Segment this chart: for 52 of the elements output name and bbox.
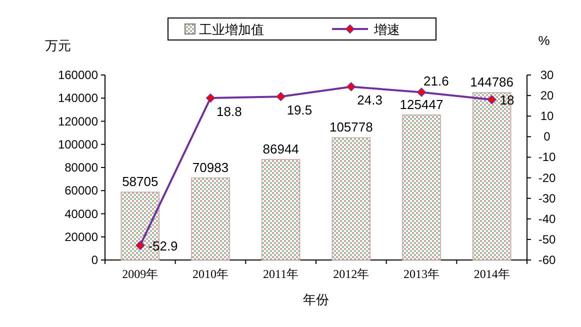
point — [136, 240, 145, 250]
y2-axis-title: % — [538, 33, 550, 48]
x-tick-label: 2011年 — [263, 267, 299, 281]
y-tick-label: 160000 — [58, 68, 98, 82]
point — [487, 95, 496, 104]
y2-tick-label: -10 — [538, 150, 556, 164]
y2-tick-label: 20 — [540, 88, 554, 103]
y-axis-title: 万元 — [45, 38, 71, 53]
bar — [191, 178, 230, 260]
y-tick-label: 20000 — [64, 230, 98, 244]
y2-tick-label: -20 — [538, 170, 556, 185]
y2-tick-label: 0 — [544, 130, 551, 144]
y2-tick-label: -30 — [538, 191, 556, 206]
legend-label: 工业增加值 — [199, 22, 264, 37]
data-label: 58705 — [122, 174, 158, 190]
y2-tick-label: 30 — [540, 68, 554, 82]
x-tick-label: 2012年 — [333, 267, 370, 281]
x-axis-title: 年份 — [303, 292, 329, 307]
y-tick-label: 60000 — [64, 184, 98, 198]
bar — [332, 137, 371, 260]
point — [346, 82, 356, 92]
y-tick-label: 140000 — [58, 91, 98, 106]
y-tick-label: 120000 — [58, 114, 98, 128]
y-tick-label: 100000 — [58, 137, 98, 152]
bar — [402, 114, 441, 260]
x-tick-label: 2014年 — [474, 267, 510, 281]
x-tick-label: 2013年 — [404, 267, 440, 281]
data-label: 19.5 — [286, 102, 312, 118]
x-tick-label: 2009年 — [122, 267, 158, 281]
data-label: 18.8 — [216, 104, 242, 120]
y2-tick-label: -40 — [538, 212, 556, 226]
y-tick-label: 40000 — [64, 206, 98, 221]
y-tick-label: 0 — [91, 253, 98, 267]
data-label: 21.6 — [424, 73, 449, 88]
data-label: 70983 — [192, 160, 229, 175]
y2-tick-label: 10 — [540, 109, 554, 124]
point — [276, 92, 286, 102]
bar — [261, 159, 300, 260]
data-label: 105778 — [329, 120, 373, 135]
data-label: 24.3 — [357, 92, 382, 108]
x-tick-label: 2010年 — [192, 267, 228, 281]
data-label: 144786 — [470, 74, 514, 90]
y2-tick-label: -60 — [538, 253, 556, 267]
data-label: 125447 — [400, 96, 444, 112]
data-label: 18 — [500, 92, 514, 108]
y2-tick-label: -50 — [538, 232, 556, 246]
legend-label: 增速 — [373, 22, 400, 37]
y-tick-label: 80000 — [64, 160, 98, 174]
data-label: -52.9 — [148, 238, 178, 254]
point — [417, 88, 426, 97]
point — [206, 94, 215, 103]
data-label: 86944 — [262, 141, 299, 156]
